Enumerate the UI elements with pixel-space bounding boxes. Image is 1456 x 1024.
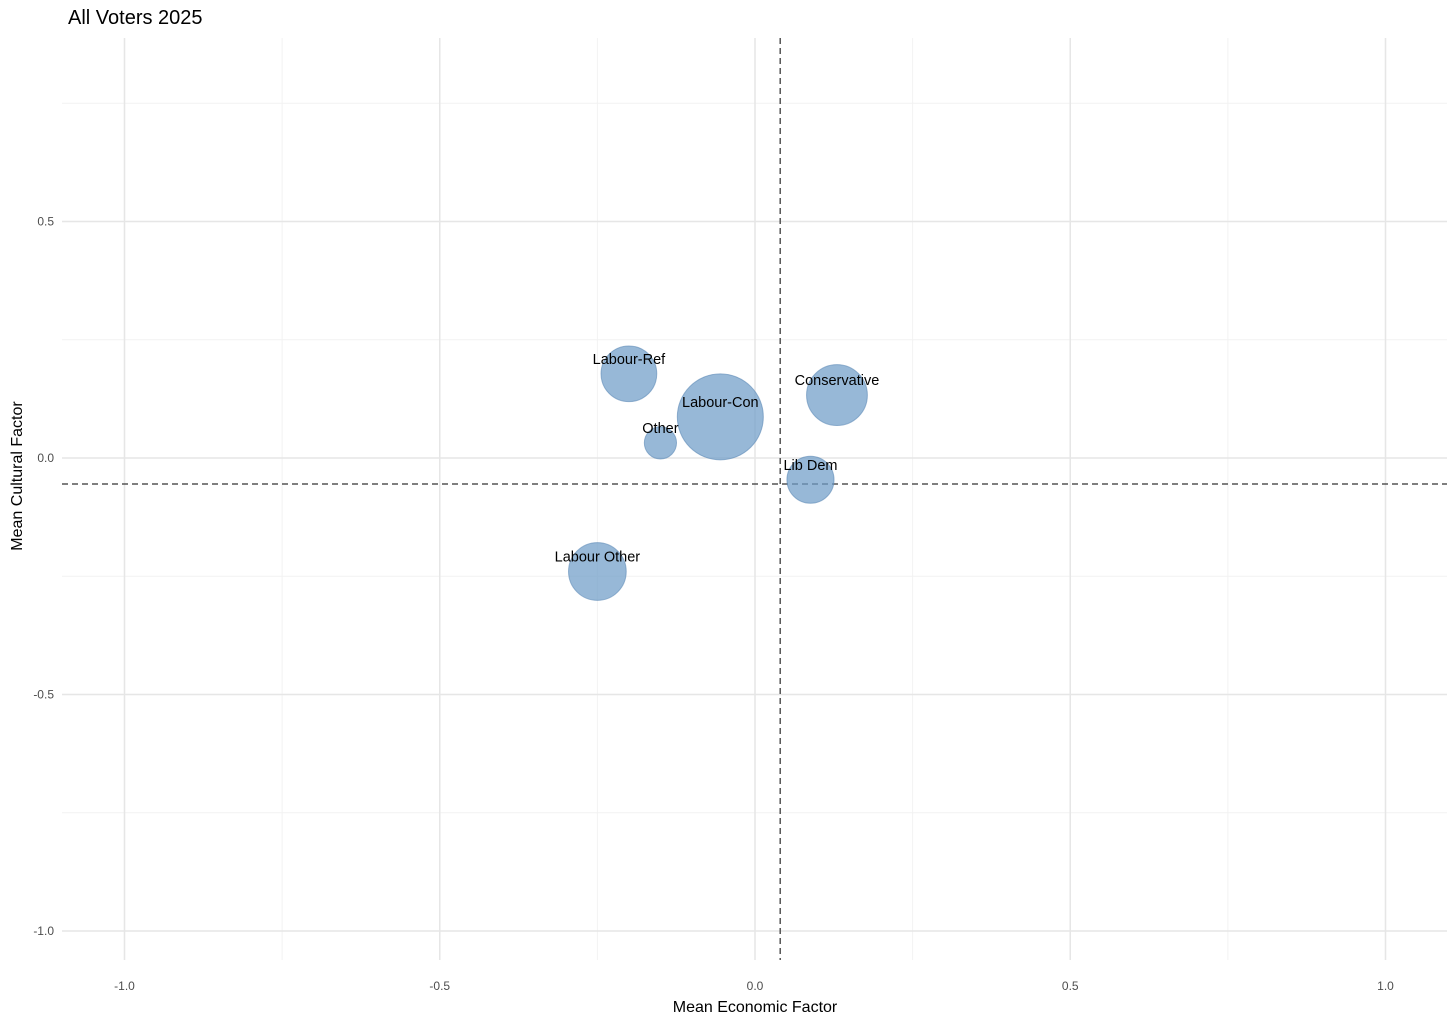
bubble-label: Lib Dem xyxy=(783,458,837,474)
y-axis-title: Mean Cultural Factor xyxy=(9,401,26,551)
bubble-label: Other xyxy=(642,421,678,437)
x-tick-label: 0.0 xyxy=(747,979,764,993)
y-tick-label: 0.5 xyxy=(37,215,54,229)
bubble-point xyxy=(806,364,868,426)
reference-lines xyxy=(62,38,1447,960)
bubble-point xyxy=(600,345,658,403)
bubble-label: Labour-Con xyxy=(682,395,759,411)
bubble-point xyxy=(786,455,835,504)
bubble-label: Conservative xyxy=(795,373,880,389)
bubble-point xyxy=(643,426,678,460)
chart-title: All Voters 2025 xyxy=(68,7,203,29)
bubble-point xyxy=(568,542,627,601)
x-tick-labels: -1.0 -0.5 0.0 0.5 1.0 xyxy=(114,979,1394,993)
x-tick-label: -0.5 xyxy=(429,979,450,993)
bubbles xyxy=(568,345,868,601)
major-gridlines xyxy=(62,38,1447,960)
y-tick-label: 0.0 xyxy=(37,451,54,465)
bubble-point xyxy=(676,373,764,461)
y-tick-label: -0.5 xyxy=(33,688,54,702)
x-tick-label: 1.0 xyxy=(1377,979,1394,993)
y-tick-labels: -1.0 -0.5 0.0 0.5 xyxy=(33,215,54,939)
x-tick-label: 0.5 xyxy=(1062,979,1079,993)
bubble-label: Labour-Ref xyxy=(593,352,667,368)
y-tick-label: -1.0 xyxy=(33,924,54,938)
x-tick-label: -1.0 xyxy=(114,979,135,993)
x-axis-title: Mean Economic Factor xyxy=(673,999,838,1016)
bubble-label: Labour Other xyxy=(555,550,641,566)
